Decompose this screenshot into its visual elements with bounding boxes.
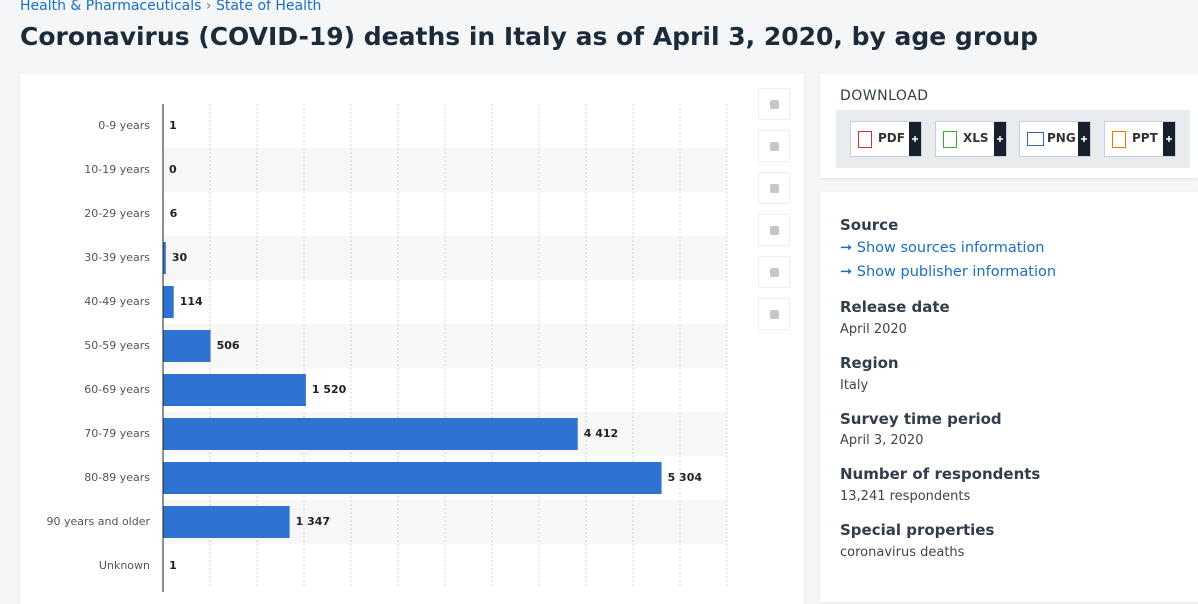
category-label: 70-79 years [84, 427, 150, 440]
value-label: 114 [180, 295, 203, 308]
category-label: 90 years and older [46, 515, 150, 528]
page-title: Coronavirus (COVID-19) deaths in Italy a… [20, 22, 1038, 51]
value-label: 6 [170, 207, 178, 220]
download-button[interactable]: PDF [850, 121, 922, 157]
value-label: 1 520 [312, 383, 347, 396]
detail-value: coronavirus deaths [840, 545, 964, 560]
value-label: 1 347 [296, 515, 330, 528]
category-label: Unknown [99, 559, 150, 572]
detail-value: 13,241 respondents [840, 489, 970, 504]
detail-value: Italy [840, 378, 868, 393]
category-label: 80-89 years [84, 471, 150, 484]
value-label: 4 412 [584, 427, 618, 440]
breadcrumb-link[interactable]: State of Health [216, 0, 321, 14]
separator: › [206, 0, 212, 14]
source-label: Source [840, 216, 898, 234]
source-link[interactable]: ➞ Show publisher information [840, 264, 1056, 280]
plus [1163, 122, 1175, 156]
value-label: 1 [169, 559, 177, 572]
detail-label: Region [840, 354, 899, 372]
bar [163, 286, 174, 318]
download-label: DOWNLOAD [840, 88, 929, 104]
icon [943, 131, 957, 148]
detail-label: Number of respondents [840, 465, 1040, 483]
bar [163, 374, 306, 406]
detail-label: Release date [840, 298, 950, 316]
bar [163, 462, 662, 494]
format: PNG [1047, 131, 1076, 145]
plus [909, 122, 921, 156]
value-label: 30 [172, 251, 188, 264]
category-label: 40-49 years [84, 295, 150, 308]
favorite-button[interactable] [758, 88, 790, 120]
format: PPT [1132, 131, 1158, 145]
format: XLS [963, 131, 989, 145]
bar [163, 418, 578, 450]
plus [994, 122, 1006, 156]
download-button[interactable]: PNG [1019, 121, 1091, 157]
category-label: 20-29 years [84, 207, 150, 220]
settings-button[interactable] [758, 172, 790, 204]
breadcrumb-link[interactable]: Health & Pharmaceuticals [20, 0, 201, 14]
detail-label: Special properties [840, 521, 994, 539]
value-label: 5 304 [668, 471, 703, 484]
link-text[interactable]: Show publisher information [857, 264, 1056, 280]
share-button[interactable] [758, 214, 790, 246]
source-link[interactable]: ➞ Show sources information [840, 240, 1045, 256]
detail-label: Survey time period [840, 410, 1002, 428]
category-label: 10-19 years [84, 163, 150, 176]
print-button[interactable] [758, 298, 790, 330]
category-label: 50-59 years [84, 339, 150, 352]
format: PDF [878, 131, 905, 145]
value-label: 0 [169, 163, 177, 176]
chart-card: 0-9 years 1 10-19 years 0 20-29 years 6 30-39 … [20, 74, 804, 604]
bar [163, 330, 211, 362]
breadcrumb: Health & Pharmaceuticals › State of Heal… [20, 0, 321, 14]
icon [1027, 132, 1044, 146]
bar [163, 506, 290, 538]
value-label: 1 [169, 119, 177, 132]
download-box: PDF XLS PNG PPT [836, 110, 1190, 168]
category-label: 30-39 years [84, 251, 150, 264]
plus [1078, 122, 1090, 156]
alert-button[interactable] [758, 130, 790, 162]
category-label: 0-9 years [98, 119, 150, 132]
download-card: DOWNLOAD PDF XLS PNG PPT [820, 74, 1198, 178]
download-button[interactable]: PPT [1104, 121, 1176, 157]
detail-value: April 2020 [840, 322, 907, 337]
icon [1112, 131, 1126, 148]
icon [858, 131, 872, 148]
detail-value: April 3, 2020 [840, 433, 923, 448]
cite-button[interactable] [758, 256, 790, 288]
value-label: 506 [217, 339, 240, 352]
category-label: 60-69 years [84, 383, 150, 396]
link-text[interactable]: Show sources information [857, 240, 1045, 256]
info-card: Source ➞ Show sources information ➞ Show… [820, 192, 1198, 602]
download-button[interactable]: XLS [935, 121, 1007, 157]
chart: 0-9 years 1 10-19 years 0 20-29 years 6 30-39 … [20, 74, 804, 592]
